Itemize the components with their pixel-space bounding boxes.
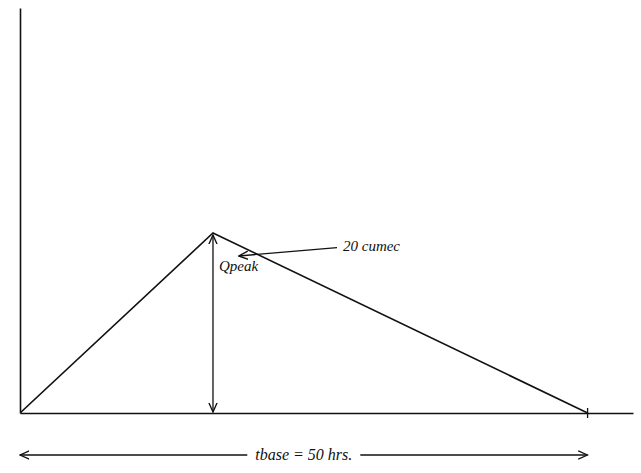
base-end-tick: [587, 408, 588, 418]
qpeak-label: Qpeak: [219, 258, 258, 274]
plot: Qpeak 20 cumec tbase = 50 hrs.: [20, 9, 634, 464]
y-axis-line: [20, 9, 22, 414]
peak-value-label: 20 cumec: [343, 238, 400, 254]
y-axis: [20, 9, 21, 414]
base-arrow-left: [20, 454, 247, 455]
x-axis-line: [21, 413, 634, 415]
base-arrow-right: [360, 454, 587, 455]
x-axis: [21, 413, 634, 414]
base-time-label: tbase = 50 hrs.: [255, 446, 352, 463]
marks: [20, 233, 588, 413]
chart: Qpeak 20 cumec tbase = 50 hrs.: [0, 0, 641, 473]
annotations: Qpeak 20 cumec tbase = 50 hrs.: [20, 235, 588, 463]
hydrograph-line: [20, 233, 588, 413]
peak-arrow: [212, 235, 213, 412]
leader-arrow: [239, 248, 337, 256]
